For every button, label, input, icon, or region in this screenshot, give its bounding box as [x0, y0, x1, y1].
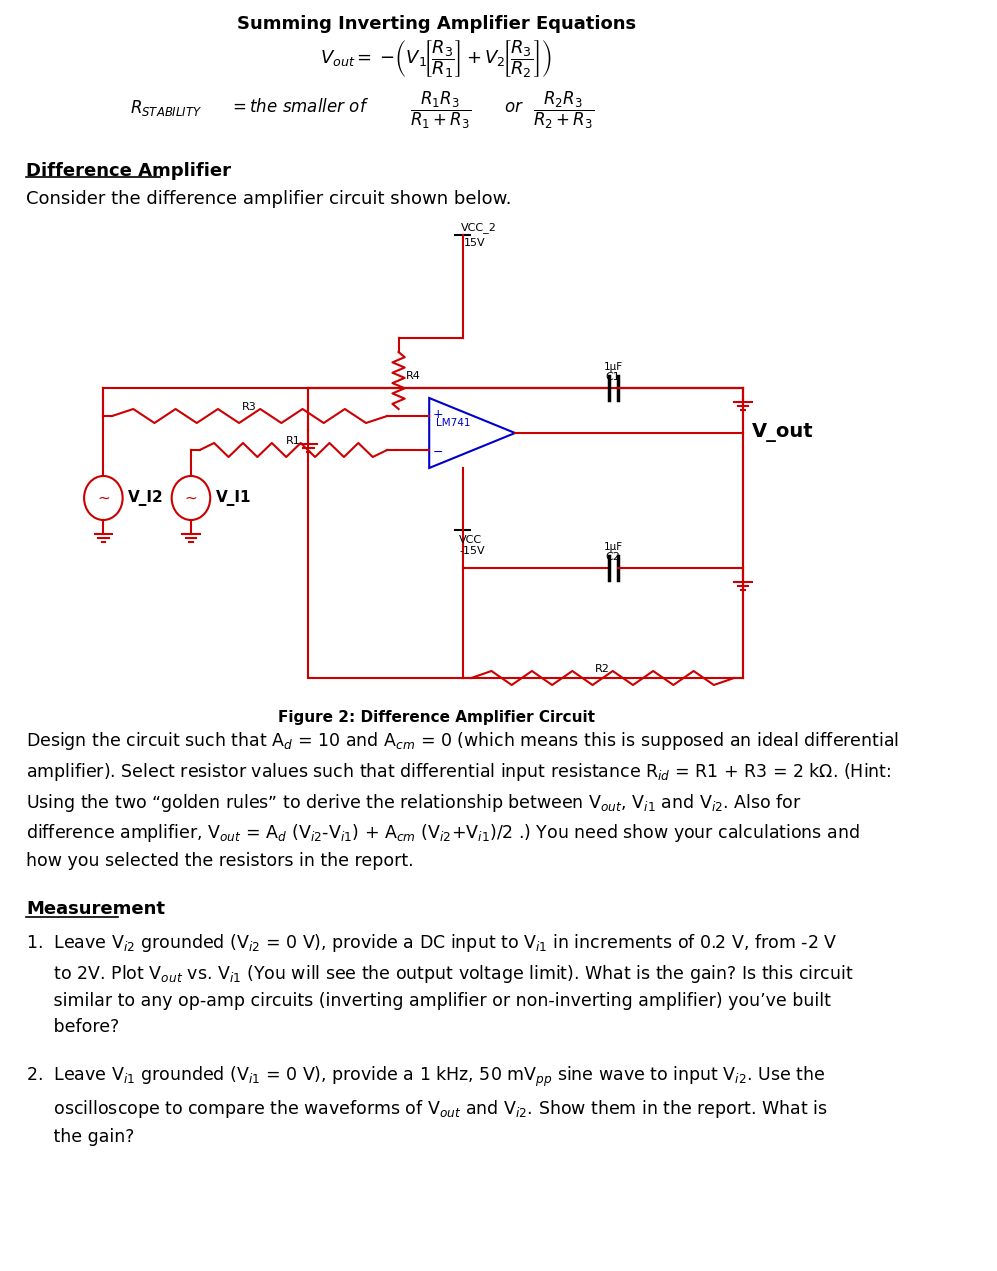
Text: Measurement: Measurement	[26, 900, 166, 918]
Text: V_I2: V_I2	[128, 491, 164, 506]
Text: LM741: LM741	[437, 418, 471, 428]
Text: R4: R4	[406, 371, 421, 381]
Text: R2: R2	[595, 663, 610, 674]
Text: $R_{STABILITY}$: $R_{STABILITY}$	[130, 98, 202, 118]
Text: −: −	[433, 446, 444, 459]
Text: +: +	[433, 408, 444, 421]
Text: V_out: V_out	[752, 423, 814, 442]
Text: 1μF: 1μF	[603, 541, 623, 552]
Text: R1: R1	[286, 436, 301, 446]
Text: Consider the difference amplifier circuit shown below.: Consider the difference amplifier circui…	[26, 189, 511, 208]
Bar	[308, 388, 743, 677]
Text: $\mathit{or}$: $\mathit{or}$	[503, 98, 523, 116]
Text: R3: R3	[242, 402, 257, 412]
Text: $\dfrac{R_2 R_3}{R_2 + R_3}$: $\dfrac{R_2 R_3}{R_2 + R_3}$	[532, 90, 594, 131]
Text: Summing Inverting Amplifier Equations: Summing Inverting Amplifier Equations	[236, 15, 636, 33]
Text: VCC_2: VCC_2	[461, 222, 497, 233]
Text: VCC: VCC	[459, 535, 483, 545]
Text: $V_{out} = -\!\left(V_1\!\left[\dfrac{R_3}{R_1}\right] + V_2\!\left[\dfrac{R_3}{: $V_{out} = -\!\left(V_1\!\left[\dfrac{R_…	[320, 38, 552, 80]
Text: Design the circuit such that A$_d$ = 10 and A$_{cm}$ = 0 (which means this is su: Design the circuit such that A$_d$ = 10 …	[26, 730, 899, 871]
Text: 15V: 15V	[465, 238, 486, 248]
Text: 1.  Leave V$_{i2}$ grounded (V$_{i2}$ = 0 V), provide a DC input to V$_{i1}$ in : 1. Leave V$_{i2}$ grounded (V$_{i2}$ = 0…	[26, 932, 853, 1036]
Text: Difference Amplifier: Difference Amplifier	[26, 161, 231, 180]
Text: -15V: -15V	[459, 547, 485, 555]
Text: Figure 2: Difference Amplifier Circuit: Figure 2: Difference Amplifier Circuit	[278, 710, 595, 724]
Text: 2.  Leave V$_{i1}$ grounded (V$_{i1}$ = 0 V), provide a 1 kHz, 50 mV$_{pp}$ sine: 2. Leave V$_{i1}$ grounded (V$_{i1}$ = 0…	[26, 1065, 828, 1145]
Text: ~: ~	[97, 491, 110, 506]
Text: $\dfrac{R_1 R_3}{R_1 + R_3}$: $\dfrac{R_1 R_3}{R_1 + R_3}$	[410, 90, 472, 131]
Text: V_I1: V_I1	[215, 491, 251, 506]
Text: C2: C2	[606, 552, 620, 562]
Text: C1: C1	[606, 372, 620, 383]
Text: 1μF: 1μF	[603, 362, 623, 372]
Text: ~: ~	[184, 491, 197, 506]
Text: $= \mathit{the\ smaller\ of}$: $= \mathit{the\ smaller\ of}$	[229, 98, 370, 116]
